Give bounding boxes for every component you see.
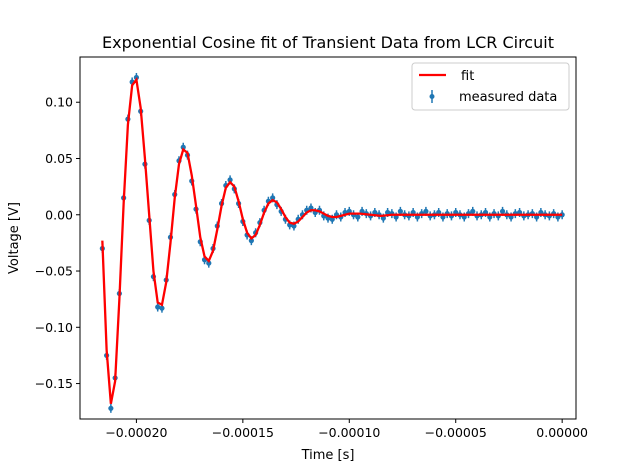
x-tick-label: −0.00015 xyxy=(212,425,274,440)
data-point xyxy=(423,208,429,214)
axes-frame xyxy=(79,56,577,420)
legend: fit measured data xyxy=(411,62,570,111)
data-point xyxy=(133,74,140,81)
plot-area: −0.00020 −0.00015 −0.00010 −0.00005 0.00000 … xyxy=(35,56,588,440)
x-tick-label: 0.00000 xyxy=(536,425,588,440)
data-point xyxy=(227,177,233,183)
data-point xyxy=(291,223,297,229)
x-tick-label: −0.00020 xyxy=(105,425,167,440)
data-point xyxy=(355,214,361,220)
y-tick-label: 0.05 xyxy=(45,151,73,166)
data-point xyxy=(159,305,165,311)
y-tick-label: −0.10 xyxy=(35,320,73,335)
legend-box xyxy=(411,62,570,111)
x-tick-label: −0.00005 xyxy=(425,425,487,440)
data-point xyxy=(108,405,114,411)
y-axis-label: Voltage [V] xyxy=(7,202,22,274)
data-point xyxy=(155,304,161,310)
data-point xyxy=(499,208,506,214)
y-tick-label: 0.10 xyxy=(45,95,73,110)
data-point xyxy=(385,209,391,216)
fit-line xyxy=(101,76,563,405)
x-tick-label: −0.00010 xyxy=(318,425,380,440)
y-tick-label: 0.00 xyxy=(45,207,73,222)
y-tick-label: −0.05 xyxy=(35,264,73,279)
x-axis-ticks: −0.00020 −0.00015 −0.00010 −0.00005 0.00000 xyxy=(105,419,588,440)
data-point xyxy=(180,144,186,150)
data-point xyxy=(248,238,254,244)
x-axis-label: Time [s] xyxy=(301,448,355,463)
legend-fit-label: fit xyxy=(461,69,474,84)
data-point xyxy=(372,209,378,216)
data-point xyxy=(270,195,276,201)
chart-title: Exponential Cosine fit of Transient Data… xyxy=(102,33,554,52)
legend-measured-label: measured data xyxy=(459,90,557,105)
legend-measured-swatch xyxy=(429,90,435,103)
y-axis-ticks: −0.15 −0.10 −0.05 0.00 0.05 0.10 xyxy=(35,95,80,391)
data-point xyxy=(397,208,403,214)
data-point xyxy=(470,208,476,214)
data-point xyxy=(559,212,565,218)
data-point xyxy=(206,260,212,266)
y-tick-label: −0.15 xyxy=(35,376,73,391)
